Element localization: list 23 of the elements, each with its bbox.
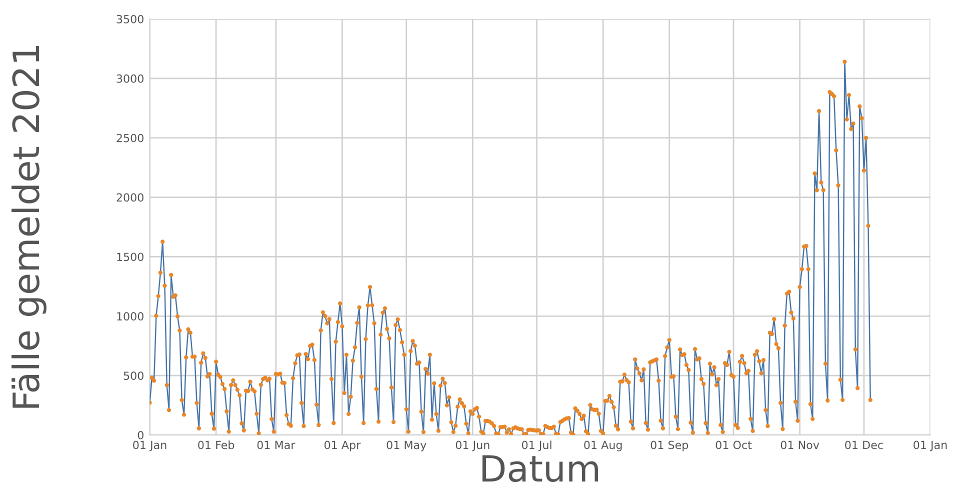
y-axis-title: Fälle gemeldet 2021 [12,46,46,408]
x-axis-title: Datum [482,455,598,482]
x-tick-label: 01 Oct [716,440,752,450]
y-tick-label: 3500 [116,14,144,24]
x-tick-label: 01 Nov [780,440,820,450]
x-tick-label: 01 May [386,440,426,452]
x-tick-label: 01 Apr [324,440,361,452]
x-tick-label: 01 Jul [522,440,552,452]
y-tick-label: 1500 [117,252,144,262]
x-tick-label: 01 Feb [198,440,234,450]
x-tick-label: 01 Mar [257,440,296,450]
x-tick-label: 01 Aug [584,440,622,452]
x-tick-label: 01 Jan [133,440,166,452]
x-tick-label: 01 Dec [845,440,883,450]
y-tick-label: 2500 [116,134,144,142]
y-tick-label: 0 [138,430,144,440]
x-tick-label: 01 Jan [914,440,947,452]
y-tick-label: 500 [124,372,144,380]
x-tick-label: 01 Jun [456,440,490,452]
y-tick-label: 1000 [117,312,144,321]
y-tick-label: 2000 [116,193,144,202]
x-tick-label: 01 Sep [650,440,688,452]
y-tick-label: 3000 [116,74,144,83]
